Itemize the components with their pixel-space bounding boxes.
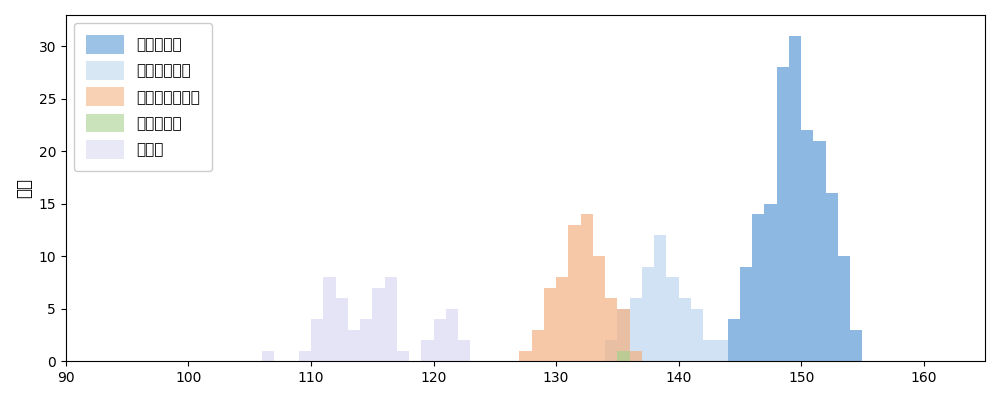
Bar: [764, 204, 777, 361]
Bar: [458, 340, 470, 361]
Bar: [311, 319, 323, 361]
Bar: [360, 319, 372, 361]
Bar: [385, 277, 397, 361]
Bar: [740, 267, 752, 361]
Bar: [421, 340, 434, 361]
Bar: [581, 214, 593, 361]
Bar: [666, 277, 679, 361]
Bar: [348, 330, 360, 361]
Bar: [679, 298, 691, 361]
Bar: [617, 309, 630, 361]
Bar: [397, 351, 409, 361]
Y-axis label: 球数: 球数: [15, 178, 33, 198]
Bar: [617, 351, 630, 361]
Bar: [630, 351, 642, 361]
Bar: [556, 277, 568, 361]
Bar: [446, 309, 458, 361]
Bar: [372, 288, 385, 361]
Bar: [323, 277, 336, 361]
Bar: [691, 309, 703, 361]
Bar: [532, 330, 544, 361]
Bar: [838, 256, 850, 361]
Bar: [617, 309, 630, 361]
Bar: [336, 298, 348, 361]
Legend: ストレート, カットボール, チェンジアップ, スライダー, カーブ: ストレート, カットボール, チェンジアップ, スライダー, カーブ: [74, 23, 212, 171]
Bar: [299, 351, 311, 361]
Bar: [434, 319, 446, 361]
Bar: [568, 225, 581, 361]
Bar: [752, 214, 764, 361]
Bar: [262, 351, 274, 361]
Bar: [728, 319, 740, 361]
Bar: [654, 235, 666, 361]
Bar: [605, 298, 617, 361]
Bar: [703, 340, 715, 361]
Bar: [777, 68, 789, 361]
Bar: [519, 351, 532, 361]
Bar: [801, 130, 813, 361]
Bar: [605, 340, 617, 361]
Bar: [593, 256, 605, 361]
Bar: [642, 267, 654, 361]
Bar: [826, 193, 838, 361]
Bar: [630, 298, 642, 361]
Bar: [544, 288, 556, 361]
Bar: [789, 36, 801, 361]
Bar: [813, 141, 826, 361]
Bar: [850, 330, 862, 361]
Bar: [715, 340, 728, 361]
